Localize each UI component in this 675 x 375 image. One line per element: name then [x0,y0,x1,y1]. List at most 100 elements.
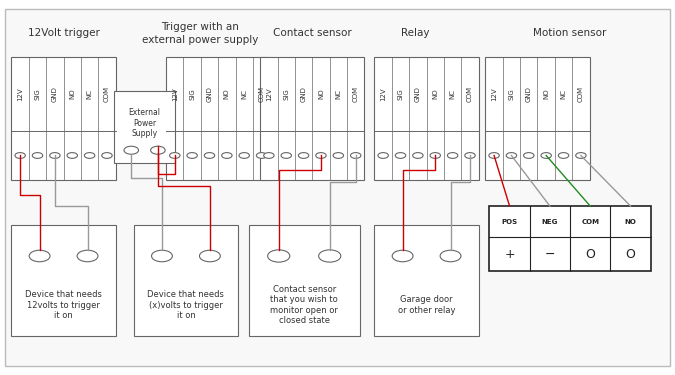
Text: O: O [585,248,595,261]
Text: Device that needs
12volts to trigger
it on: Device that needs 12volts to trigger it … [25,290,102,320]
Text: SIG: SIG [189,88,195,100]
Text: NC: NC [86,89,92,99]
Circle shape [412,153,423,158]
Text: NC: NC [241,89,247,99]
Circle shape [448,153,458,158]
Bar [489,206,651,271]
Text: Device that needs
(x)volts to trigger
it on: Device that needs (x)volts to trigger it… [147,290,224,320]
Circle shape [316,153,326,158]
Text: POS: POS [502,219,518,225]
Text: 12V: 12V [380,87,386,101]
Circle shape [333,153,344,158]
Circle shape [465,153,475,158]
Circle shape [576,153,586,158]
Circle shape [124,146,138,154]
Circle shape [267,250,290,262]
Text: 12V: 12V [266,87,272,101]
Bar [375,225,479,336]
Bar [249,225,360,336]
Circle shape [151,250,172,262]
Text: SIG: SIG [284,88,290,100]
Bar [166,57,270,180]
Text: COM: COM [578,86,584,102]
Circle shape [29,250,50,262]
Text: Motion sensor: Motion sensor [533,28,606,38]
Text: NO: NO [224,89,230,99]
Text: 12V: 12V [171,87,178,101]
Circle shape [67,153,78,158]
Bar [260,57,364,180]
Circle shape [199,250,220,262]
Bar [11,57,115,180]
Text: Trigger with an: Trigger with an [161,22,239,33]
Text: GND: GND [207,86,213,102]
Circle shape [239,153,250,158]
Text: NO: NO [318,89,324,99]
Text: External
Power
Supply: External Power Supply [128,108,161,138]
Text: NO: NO [543,89,549,99]
Text: SIG: SIG [398,88,404,100]
Text: Relay: Relay [400,28,429,38]
Text: COM: COM [581,219,599,225]
Text: GND: GND [300,86,306,102]
Text: COM: COM [353,86,358,102]
Text: SIG: SIG [34,88,40,100]
Text: GND: GND [526,86,532,102]
Text: NO: NO [432,89,438,99]
Text: COM: COM [104,86,110,102]
Circle shape [151,146,165,154]
Text: NC: NC [560,89,566,99]
Circle shape [319,250,341,262]
Text: −: − [545,248,555,261]
Bar [114,91,175,163]
Circle shape [489,153,500,158]
Text: COM: COM [467,86,473,102]
Circle shape [221,153,232,158]
Circle shape [15,153,26,158]
Circle shape [378,153,388,158]
Circle shape [205,153,215,158]
Circle shape [392,250,413,262]
Text: NO: NO [624,219,637,225]
Text: Contact sensor
that you wish to
monitor open or
closed state: Contact sensor that you wish to monitor … [270,285,338,325]
Circle shape [430,153,441,158]
Text: Garage door
or other relay: Garage door or other relay [398,296,456,315]
Bar [375,57,479,180]
Circle shape [50,153,60,158]
Text: COM: COM [259,86,265,102]
Text: SIG: SIG [508,88,514,100]
Text: GND: GND [52,86,58,102]
Text: 12V: 12V [17,87,23,101]
Text: 12V: 12V [491,87,497,101]
Text: NO: NO [70,89,75,99]
Circle shape [264,153,274,158]
Circle shape [102,153,112,158]
Bar [485,57,589,180]
Circle shape [84,153,95,158]
Circle shape [396,153,406,158]
Text: external power supply: external power supply [142,36,258,45]
Circle shape [256,153,267,158]
Circle shape [506,153,516,158]
Circle shape [558,153,569,158]
Circle shape [187,153,197,158]
Circle shape [440,250,461,262]
Circle shape [541,153,551,158]
Text: 12Volt trigger: 12Volt trigger [28,28,100,38]
Circle shape [298,153,309,158]
Circle shape [350,153,361,158]
Circle shape [281,153,292,158]
Text: +: + [504,248,515,261]
Bar [134,225,238,336]
Text: Contact sensor: Contact sensor [273,28,351,38]
Bar [11,225,115,336]
Circle shape [32,153,43,158]
Text: GND: GND [415,86,421,102]
Text: NC: NC [450,89,456,99]
Text: NC: NC [335,89,342,99]
Circle shape [169,153,180,158]
Circle shape [524,153,534,158]
Text: O: O [626,248,636,261]
Circle shape [77,250,98,262]
Text: NEG: NEG [542,219,558,225]
